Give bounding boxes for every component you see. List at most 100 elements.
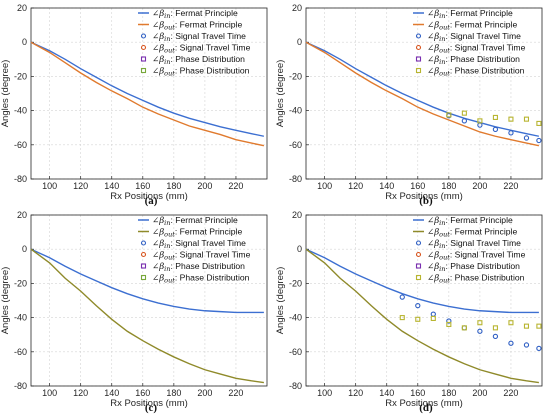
y-axis-label: Angles (degree) [275,267,286,335]
data-point [477,118,483,124]
data-point [415,316,421,322]
data-point [446,112,452,118]
legend-label: ∠βin: Phase Distribution [427,261,520,273]
legend-label: ∠βout: Phase Distribution [152,273,250,285]
y-tick-label: -60 [289,347,302,357]
legend-text: : Phase Distribution [450,273,525,283]
legend-subscript: in [164,35,170,43]
y-tick-label: -40 [14,313,27,323]
legend-symbol: ∠β [152,21,164,31]
x-tick-label: 140 [379,181,394,191]
panel-caption: (a) [145,195,158,207]
series-line [30,248,264,384]
legend: ∠βin: Fermat Principle∠βout: Fermat Prin… [413,8,526,78]
data-point [523,116,530,122]
legend-square-swatch [140,274,147,281]
legend-subscript: out [164,70,175,78]
legend-text: : Fermat Principle [170,8,238,18]
legend-text: : Phase Distribution [445,261,520,271]
legend: ∠βin: Fermat Principle∠βout: Fermat Prin… [138,215,251,285]
legend-label: ∠βout: Fermat Principle [427,227,517,239]
legend-symbol: ∠β [427,32,439,42]
y-tick-label: -40 [289,313,302,323]
legend-symbol: ∠β [152,44,164,54]
legend-symbol: ∠β [427,274,439,284]
series-line [30,41,265,147]
data-point [508,130,514,136]
data-point [508,320,514,326]
legend-label: ∠βin: Phase Distribution [152,261,245,273]
legend-label: ∠βout: Fermat Principle [152,227,242,239]
y-tick-label: 0 [297,37,302,47]
legend-subscript: out [439,70,450,78]
x-tick-label: 200 [472,388,487,398]
legend-circle-swatch [140,251,147,258]
x-tick-label: 140 [104,181,119,191]
panel-caption: (b) [419,195,433,207]
legend-subscript: in [164,219,170,227]
legend-subscript: in [439,12,445,20]
legend-symbol: ∠β [152,216,164,226]
x-tick-label: 120 [73,181,88,191]
data-point [430,315,436,322]
y-tick-label: -80 [289,381,302,391]
legend-symbol: ∠β [152,239,164,249]
legend-label: ∠βin: Phase Distribution [152,54,245,66]
panel-caption: (c) [145,402,158,414]
legend-circle-swatch [140,33,147,39]
y-tick-label: -80 [289,174,302,184]
legend-text: : Fermat Principle [450,227,518,237]
x-axis-label: Rx Positions (mm) [385,191,463,202]
data-point [523,342,530,348]
legend-label: ∠βout: Phase Distribution [427,66,525,78]
x-tick-label: 200 [472,181,487,191]
legend-text: : Fermat Principle [175,20,243,30]
legend-text: : Fermat Principle [445,215,513,225]
legend-text: : Phase Distribution [170,54,245,64]
data-point [399,294,405,300]
data-point [492,333,499,340]
axes-frame [30,7,268,180]
legend-text: : Signal Travel Time [445,31,521,41]
legend-text: : Signal Travel Time [450,250,526,260]
legend-symbol: ∠β [427,21,439,31]
legend-subscript: out [164,277,175,285]
x-axis-label: Rx Positions (mm) [110,191,188,202]
data-point [523,135,530,141]
plot-area [31,8,267,179]
legend-symbol: ∠β [152,262,164,272]
legend-subscript: in [439,242,445,250]
data-point [461,325,467,331]
data-point [415,302,421,309]
y-axis-label: Angles (degree) [0,267,11,335]
chart-panel-c: 100 120 140 160 180 200 220 20 0 -20 -40 -60 -80 Rx P… [0,207,275,414]
x-tick-label: 220 [503,181,518,191]
legend-circle-swatch [140,44,147,51]
legend: ∠βin: Fermat Principle∠βout: Fermat Prin… [413,215,526,285]
legend-subscript: in [164,242,170,250]
legend-text: : Fermat Principle [170,215,238,225]
legend-label: ∠βout: Fermat Principle [427,20,517,32]
x-tick-label: 220 [228,388,243,398]
data-point [461,118,468,124]
data-point [446,318,452,324]
legend-symbol: ∠β [427,228,439,238]
legend-text: : Phase Distribution [175,273,250,283]
legend-square-swatch [415,274,422,281]
series-line [305,248,539,314]
legend-subscript: out [439,231,450,239]
legend-symbol: ∠β [152,228,164,238]
data-point [446,321,452,327]
y-tick-label: -60 [289,140,302,150]
legend-square-swatch [415,263,422,269]
legend-symbol: ∠β [427,67,439,77]
data-point [508,116,514,122]
legend-label: ∠βin: Fermat Principle [152,8,238,20]
chart-panel-b: 100 120 140 160 180 200 220 20 0 -20 -40 -60 -80 Rx P… [275,0,550,207]
y-tick-label: 0 [22,37,27,47]
y-tick-label: -20 [289,278,302,288]
legend: ∠βin: Fermat Principle∠βout: Fermat Prin… [138,8,251,78]
